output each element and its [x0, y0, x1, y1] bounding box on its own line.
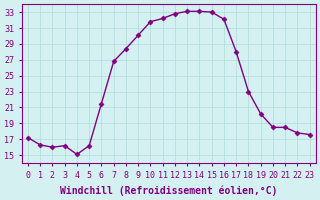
- X-axis label: Windchill (Refroidissement éolien,°C): Windchill (Refroidissement éolien,°C): [60, 185, 277, 196]
